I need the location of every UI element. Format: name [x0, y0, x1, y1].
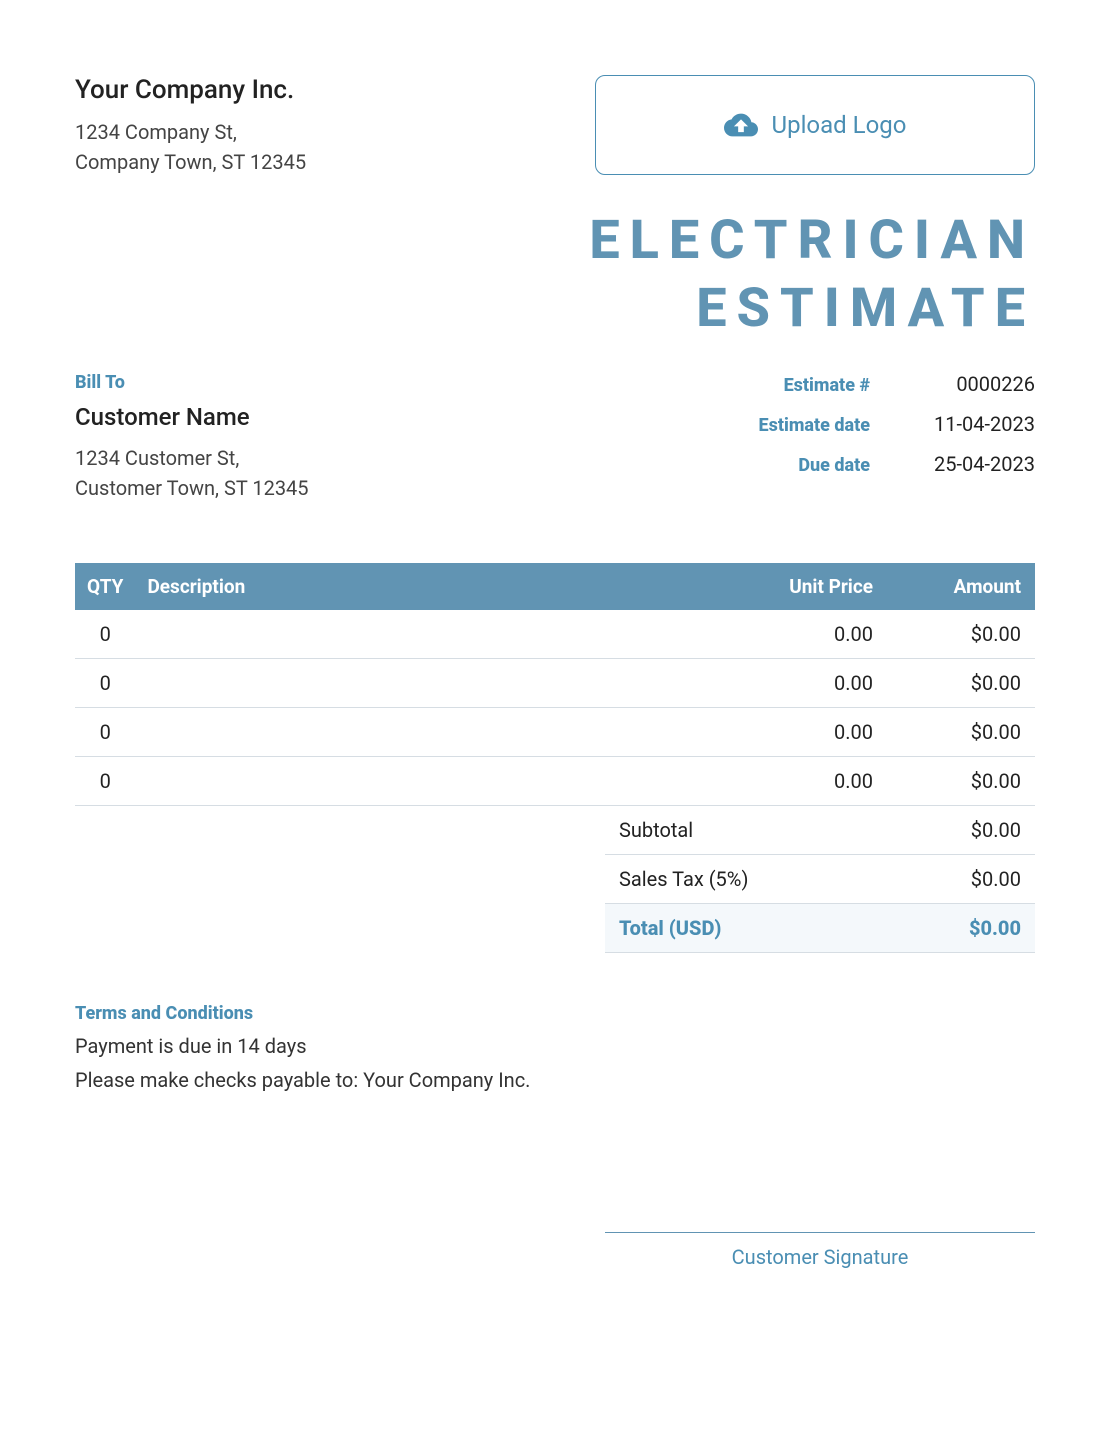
- company-info: Your Company Inc. 1234 Company St, Compa…: [75, 75, 595, 177]
- table-row: 0 0.00 $0.00: [75, 659, 1035, 708]
- tax-value: $0.00: [971, 867, 1021, 891]
- totals: Subtotal $0.00 Sales Tax (5%) $0.00 Tota…: [605, 806, 1035, 953]
- cell-amount: $0.00: [885, 659, 1035, 708]
- total-value: $0.00: [969, 916, 1021, 940]
- subtotal-row: Subtotal $0.00: [605, 806, 1035, 855]
- table-header-row: QTY Description Unit Price Amount: [75, 563, 1035, 610]
- header: Your Company Inc. 1234 Company St, Compa…: [75, 75, 1035, 177]
- column-qty: QTY: [75, 563, 135, 610]
- meta-row: Due date 25-04-2023: [675, 452, 1035, 476]
- company-address: 1234 Company St, Company Town, ST 12345: [75, 117, 595, 177]
- signature-label: Customer Signature: [732, 1245, 909, 1269]
- cell-qty: 0: [75, 708, 135, 757]
- signature-line: Customer Signature: [605, 1232, 1035, 1269]
- customer-address: 1234 Customer St, Customer Town, ST 1234…: [75, 443, 675, 503]
- cell-qty: 0: [75, 610, 135, 659]
- bill-to: Bill To Customer Name 1234 Customer St, …: [75, 372, 675, 503]
- meta-value-estimate-number: 0000226: [870, 372, 1035, 396]
- cell-description: [135, 610, 735, 659]
- cell-description: [135, 708, 735, 757]
- total-row: Total (USD) $0.00: [605, 904, 1035, 953]
- total-label: Total (USD): [619, 916, 721, 940]
- meta-label-due-date: Due date: [675, 455, 870, 476]
- terms-heading: Terms and Conditions: [75, 1003, 1035, 1024]
- company-address-line2: Company Town, ST 12345: [75, 147, 595, 177]
- table-body: 0 0.00 $0.00 0 0.00 $0.00 0 0.00 $0.00 0…: [75, 610, 1035, 806]
- cell-amount: $0.00: [885, 757, 1035, 806]
- upload-logo-button[interactable]: Upload Logo: [595, 75, 1035, 175]
- customer-name: Customer Name: [75, 403, 675, 431]
- estimate-meta: Estimate # 0000226 Estimate date 11-04-2…: [675, 372, 1035, 503]
- column-unit-price: Unit Price: [735, 563, 885, 610]
- table-row: 0 0.00 $0.00: [75, 757, 1035, 806]
- customer-address-line2: Customer Town, ST 12345: [75, 473, 675, 503]
- terms-section: Terms and Conditions Payment is due in 1…: [75, 1003, 1035, 1092]
- cell-unit-price: 0.00: [735, 708, 885, 757]
- column-description: Description: [135, 563, 735, 610]
- tax-label: Sales Tax (5%): [619, 867, 748, 891]
- column-amount: Amount: [885, 563, 1035, 610]
- company-name: Your Company Inc.: [75, 75, 595, 105]
- cell-unit-price: 0.00: [735, 757, 885, 806]
- cell-amount: $0.00: [885, 708, 1035, 757]
- document-title-line1: ELECTRICIAN: [75, 207, 1035, 275]
- cell-unit-price: 0.00: [735, 659, 885, 708]
- cell-unit-price: 0.00: [735, 610, 885, 659]
- document-title-line2: ESTIMATE: [75, 275, 1035, 343]
- subtotal-value: $0.00: [971, 818, 1021, 842]
- cell-qty: 0: [75, 757, 135, 806]
- upload-logo-label: Upload Logo: [772, 111, 907, 139]
- meta-label-estimate-number: Estimate #: [675, 375, 870, 396]
- meta-value-estimate-date: 11-04-2023: [870, 412, 1035, 436]
- meta-value-due-date: 25-04-2023: [870, 452, 1035, 476]
- bill-to-label: Bill To: [75, 372, 675, 393]
- meta-label-estimate-date: Estimate date: [675, 415, 870, 436]
- terms-line1: Payment is due in 14 days: [75, 1034, 1035, 1058]
- tax-row: Sales Tax (5%) $0.00: [605, 855, 1035, 904]
- cell-amount: $0.00: [885, 610, 1035, 659]
- cloud-upload-icon: [724, 112, 758, 138]
- meta-section: Bill To Customer Name 1234 Customer St, …: [75, 372, 1035, 503]
- table-row: 0 0.00 $0.00: [75, 708, 1035, 757]
- subtotal-label: Subtotal: [619, 818, 693, 842]
- cell-qty: 0: [75, 659, 135, 708]
- cell-description: [135, 757, 735, 806]
- document-title: ELECTRICIAN ESTIMATE: [75, 207, 1035, 342]
- meta-row: Estimate # 0000226: [675, 372, 1035, 396]
- table-row: 0 0.00 $0.00: [75, 610, 1035, 659]
- company-address-line1: 1234 Company St,: [75, 117, 595, 147]
- cell-description: [135, 659, 735, 708]
- items-table: QTY Description Unit Price Amount 0 0.00…: [75, 563, 1035, 806]
- meta-row: Estimate date 11-04-2023: [675, 412, 1035, 436]
- customer-address-line1: 1234 Customer St,: [75, 443, 675, 473]
- terms-line2: Please make checks payable to: Your Comp…: [75, 1068, 1035, 1092]
